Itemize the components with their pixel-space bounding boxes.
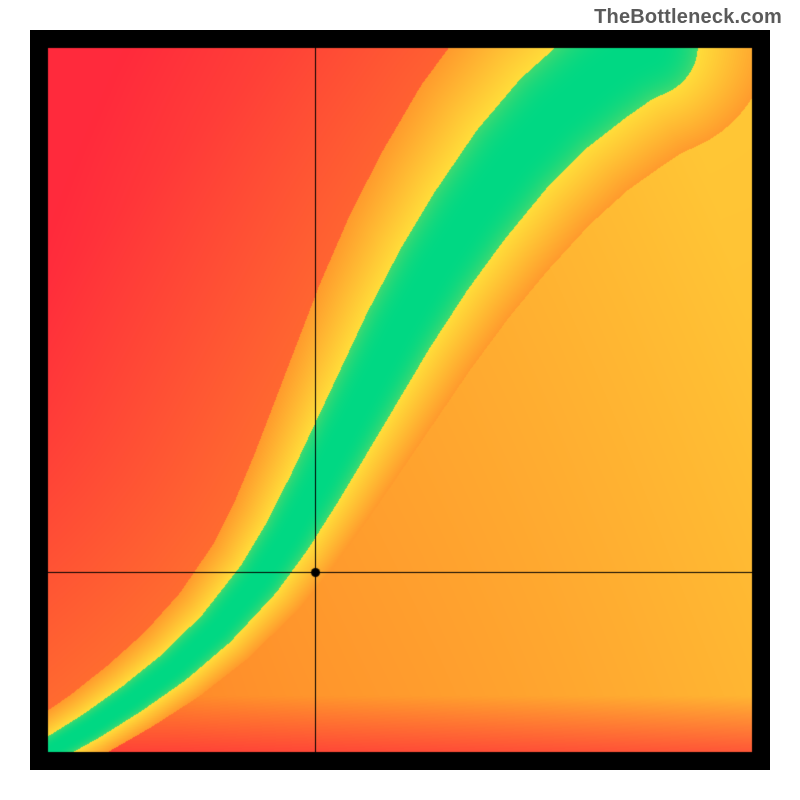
figure-container: TheBottleneck.com [0, 0, 800, 800]
chart-frame [30, 30, 770, 770]
heatmap-canvas [30, 30, 770, 770]
watermark-text: TheBottleneck.com [594, 6, 782, 29]
